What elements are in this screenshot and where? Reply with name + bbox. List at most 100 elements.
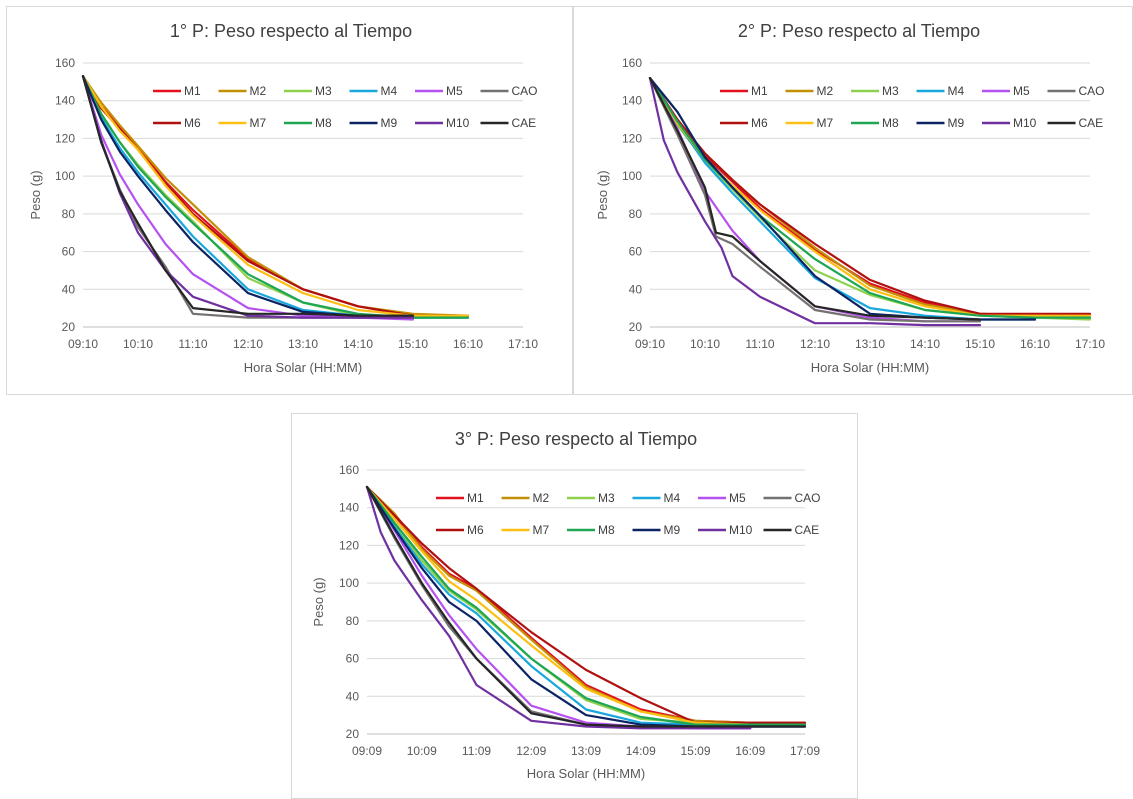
chart-3-legend-label-m6: M6: [467, 523, 484, 537]
chart-2-xtick-label: 13:10: [855, 337, 885, 351]
chart-3-series-m10: [365, 485, 752, 730]
chart-3-xtick-label: 17:09: [790, 744, 820, 758]
chart-1-ytick-label: 160: [55, 56, 75, 70]
chart-2-series-m5: [648, 76, 982, 323]
chart-2-series-m10: [648, 76, 982, 327]
chart-2-xtick-label: 14:10: [910, 337, 940, 351]
chart-3-legend-label-m4: M4: [664, 491, 681, 505]
chart-2-yaxis-label: Peso (g): [595, 170, 610, 219]
chart-2-ytick-label: 40: [629, 282, 643, 296]
chart-1-legend-label-m7: M7: [250, 116, 267, 130]
chart-2-legend-label-m4: M4: [948, 84, 965, 98]
chart-3-series-cae: [365, 485, 807, 728]
chart-2-ytick-label: 140: [622, 94, 642, 108]
chart-2-svg: 2° P: Peso respecto al Tiempo 20 40 60 80 100…: [595, 21, 1105, 375]
chart-1-legend-label-m4: M4: [381, 84, 398, 98]
chart-1-series-m3: [81, 75, 470, 319]
chart-3-xaxis-label: Hora Solar (HH:MM): [527, 766, 645, 781]
chart-2-series-cae: [648, 76, 982, 321]
chart-3-legend-label-cae: CAE: [795, 523, 820, 537]
chart-2-legend-label-cae: CAE: [1079, 116, 1104, 130]
chart-3-legend-label-m7: M7: [533, 523, 550, 537]
chart-2-ytick-label: 20: [629, 320, 643, 334]
chart-3-ytick-label: 40: [346, 689, 360, 703]
chart-1-series-m5: [81, 75, 415, 321]
chart-1-ytick-label: 60: [62, 245, 76, 259]
chart-3-ytick-label: 20: [346, 727, 360, 741]
chart-1-ytick-label: 100: [55, 169, 75, 183]
chart-2-legend-label-m8: M8: [882, 116, 899, 130]
chart-1-ytick-label: 40: [62, 282, 76, 296]
chart-3-series-m7: [365, 485, 807, 726]
chart-1-xtick-label: 14:10: [343, 337, 373, 351]
chart-3-legend-label-m9: M9: [664, 523, 681, 537]
chart-1-legend-label-cao: CAO: [512, 84, 538, 98]
chart-panel-1: 1° P: Peso respecto al Tiempo 20 40 60 80 100…: [6, 6, 573, 395]
chart-1-xtick-label: 11:10: [178, 337, 207, 351]
chart-3-legend-label-m2: M2: [533, 491, 550, 505]
chart-2-legend-label-m1: M1: [751, 84, 768, 98]
chart-1-legend-label-m9: M9: [381, 116, 398, 130]
chart-1-legend-label-m8: M8: [315, 116, 332, 130]
chart-3-ytick-label: 100: [339, 576, 359, 590]
chart-3-legend-label-m1: M1: [467, 491, 484, 505]
chart-1-xtick-label: 17:10: [508, 337, 538, 351]
chart-1-ytick-label: 120: [55, 131, 75, 145]
chart-1-ytick-label: 20: [62, 320, 76, 334]
chart-1-yaxis-label: Peso (g): [28, 170, 43, 219]
chart-1-title: 1° P: Peso respecto al Tiempo: [170, 21, 412, 41]
chart-3-xtick-label: 11:09: [462, 744, 491, 758]
chart-panel-3: 3° P: Peso respecto al Tiempo 20 40 60 80 100…: [291, 413, 858, 799]
chart-2-legend-label-m3: M3: [882, 84, 899, 98]
chart-1-xtick-label: 09:10: [68, 337, 98, 351]
chart-3-legend-label-m3: M3: [598, 491, 615, 505]
chart-1-legend-label-cae: CAE: [512, 116, 537, 130]
chart-2-series-m8: [648, 76, 1092, 319]
chart-3-legend-label-m8: M8: [598, 523, 615, 537]
chart-2-xtick-label: 17:10: [1075, 337, 1105, 351]
chart-2-series-cao: [648, 76, 982, 323]
chart-3-xtick-label: 13:09: [571, 744, 601, 758]
chart-3-series-m8: [365, 485, 807, 726]
chart-1-svg: 1° P: Peso respecto al Tiempo 20 40 60 80 100…: [28, 21, 538, 375]
chart-2-series-m6: [648, 76, 1092, 315]
chart-1-xtick-label: 10:10: [123, 337, 153, 351]
chart-3-title: 3° P: Peso respecto al Tiempo: [455, 429, 697, 449]
chart-1-xtick-label: 15:10: [398, 337, 428, 351]
chart-2-xaxis-label: Hora Solar (HH:MM): [811, 360, 929, 375]
chart-2-xtick-label: 15:10: [965, 337, 995, 351]
chart-1-xtick-label: 13:10: [288, 337, 318, 351]
chart-1-legend-label-m5: M5: [446, 84, 463, 98]
chart-1-xtick-label: 12:10: [233, 337, 263, 351]
chart-1-series-m8: [81, 75, 470, 319]
chart-2-legend-label-m6: M6: [751, 116, 768, 130]
chart-2-title: 2° P: Peso respecto al Tiempo: [738, 21, 980, 41]
chart-2-legend-label-m5: M5: [1013, 84, 1030, 98]
chart-1-ytick-label: 140: [55, 94, 75, 108]
chart-1-legend-label-m2: M2: [250, 84, 267, 98]
chart-3-svg: 3° P: Peso respecto al Tiempo 20 40 60 80 100…: [311, 429, 821, 781]
chart-3-ytick-label: 140: [339, 501, 359, 515]
chart-3-ytick-label: 80: [346, 614, 360, 628]
chart-1-legend-label-m3: M3: [315, 84, 332, 98]
chart-2-legend-label-m9: M9: [948, 116, 965, 130]
chart-2-xtick-label: 11:10: [745, 337, 774, 351]
chart-1-series-cae: [81, 75, 415, 317]
chart-3-xtick-label: 15:09: [680, 744, 710, 758]
chart-1-legend-label-m10: M10: [446, 116, 470, 130]
chart-3-xtick-label: 14:09: [626, 744, 656, 758]
chart-2-legend-label-m7: M7: [817, 116, 834, 130]
chart-3-series-m2: [365, 485, 807, 724]
chart-2-xtick-label: 09:10: [635, 337, 665, 351]
chart-3-xtick-label: 16:09: [735, 744, 765, 758]
chart-1-xaxis-label: Hora Solar (HH:MM): [244, 360, 362, 375]
chart-3-legend-label-cao: CAO: [795, 491, 821, 505]
chart-1-legend-label-m1: M1: [184, 84, 201, 98]
chart-2-xtick-label: 12:10: [800, 337, 830, 351]
chart-1-ytick-label: 80: [62, 207, 76, 221]
chart-2-ytick-label: 120: [622, 131, 642, 145]
chart-3-legend-label-m5: M5: [729, 491, 746, 505]
chart-1-series-m4: [81, 75, 470, 319]
chart-panel-2: 2° P: Peso respecto al Tiempo 20 40 60 80 100…: [573, 6, 1133, 395]
chart-3-ytick-label: 60: [346, 652, 360, 666]
